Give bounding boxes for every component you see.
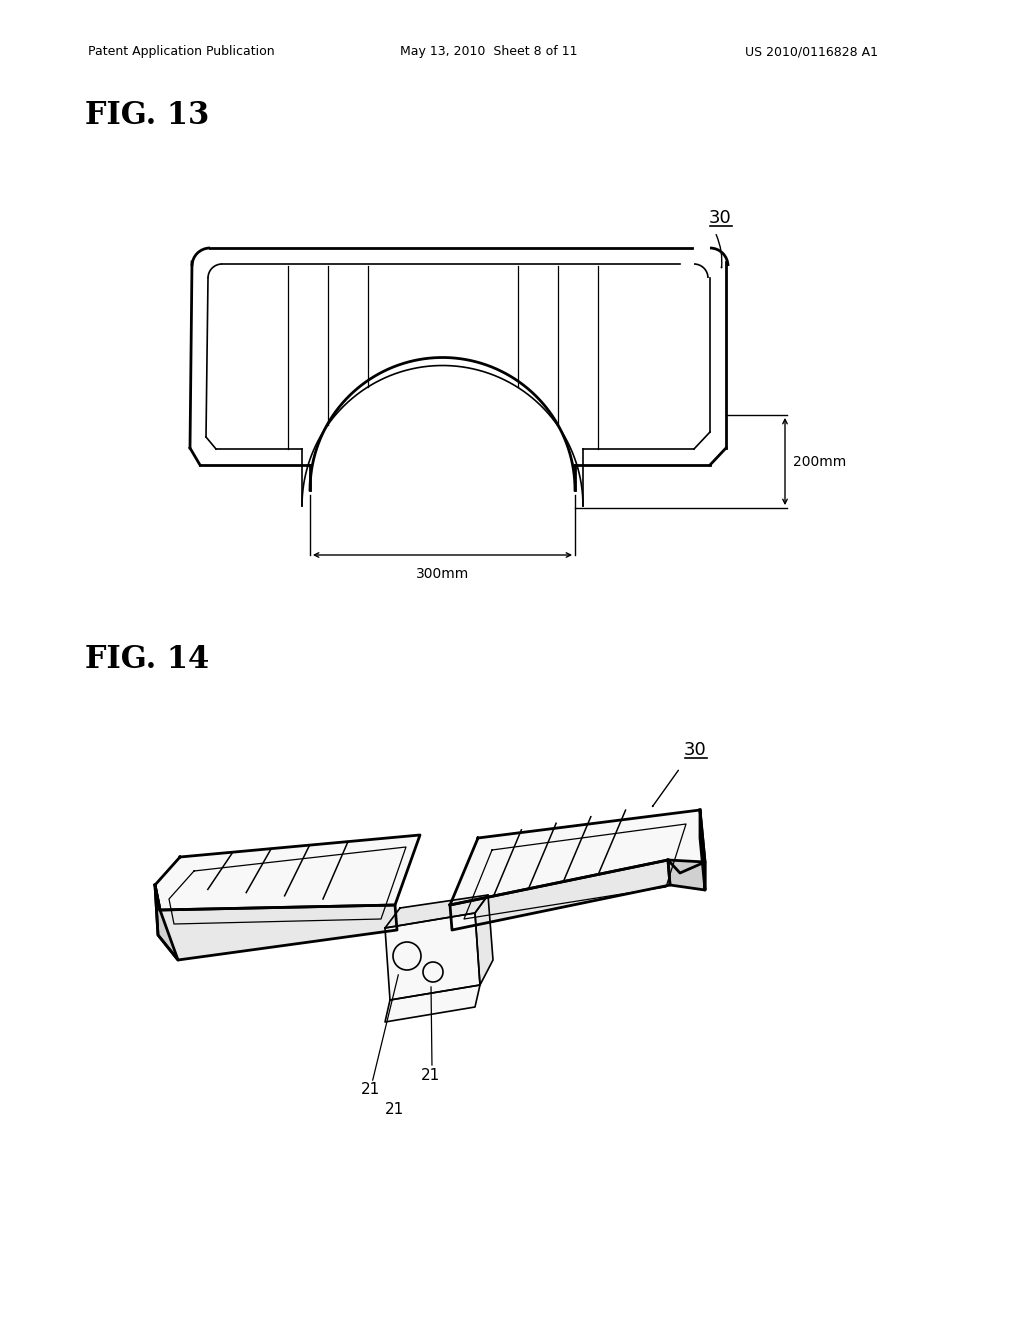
Polygon shape bbox=[668, 861, 705, 890]
FancyArrowPatch shape bbox=[716, 235, 722, 268]
Polygon shape bbox=[700, 810, 705, 890]
Text: 300mm: 300mm bbox=[416, 568, 469, 581]
Polygon shape bbox=[385, 895, 488, 928]
Polygon shape bbox=[385, 985, 480, 1022]
Text: FIG. 13: FIG. 13 bbox=[85, 99, 209, 131]
FancyArrowPatch shape bbox=[652, 771, 678, 807]
Text: 30: 30 bbox=[684, 741, 707, 759]
Text: 200mm: 200mm bbox=[793, 454, 846, 469]
Text: 30: 30 bbox=[709, 209, 731, 227]
Polygon shape bbox=[450, 861, 670, 931]
Text: May 13, 2010  Sheet 8 of 11: May 13, 2010 Sheet 8 of 11 bbox=[400, 45, 578, 58]
Polygon shape bbox=[475, 895, 493, 985]
Text: 21: 21 bbox=[360, 1082, 380, 1097]
Text: FIG. 14: FIG. 14 bbox=[85, 644, 209, 676]
Polygon shape bbox=[450, 810, 705, 906]
Text: 21: 21 bbox=[385, 1102, 404, 1118]
Polygon shape bbox=[155, 884, 397, 960]
Text: 21: 21 bbox=[421, 1068, 439, 1082]
Polygon shape bbox=[155, 884, 178, 960]
Polygon shape bbox=[155, 836, 420, 909]
Text: Patent Application Publication: Patent Application Publication bbox=[88, 45, 274, 58]
Polygon shape bbox=[385, 913, 480, 1001]
Text: US 2010/0116828 A1: US 2010/0116828 A1 bbox=[745, 45, 878, 58]
